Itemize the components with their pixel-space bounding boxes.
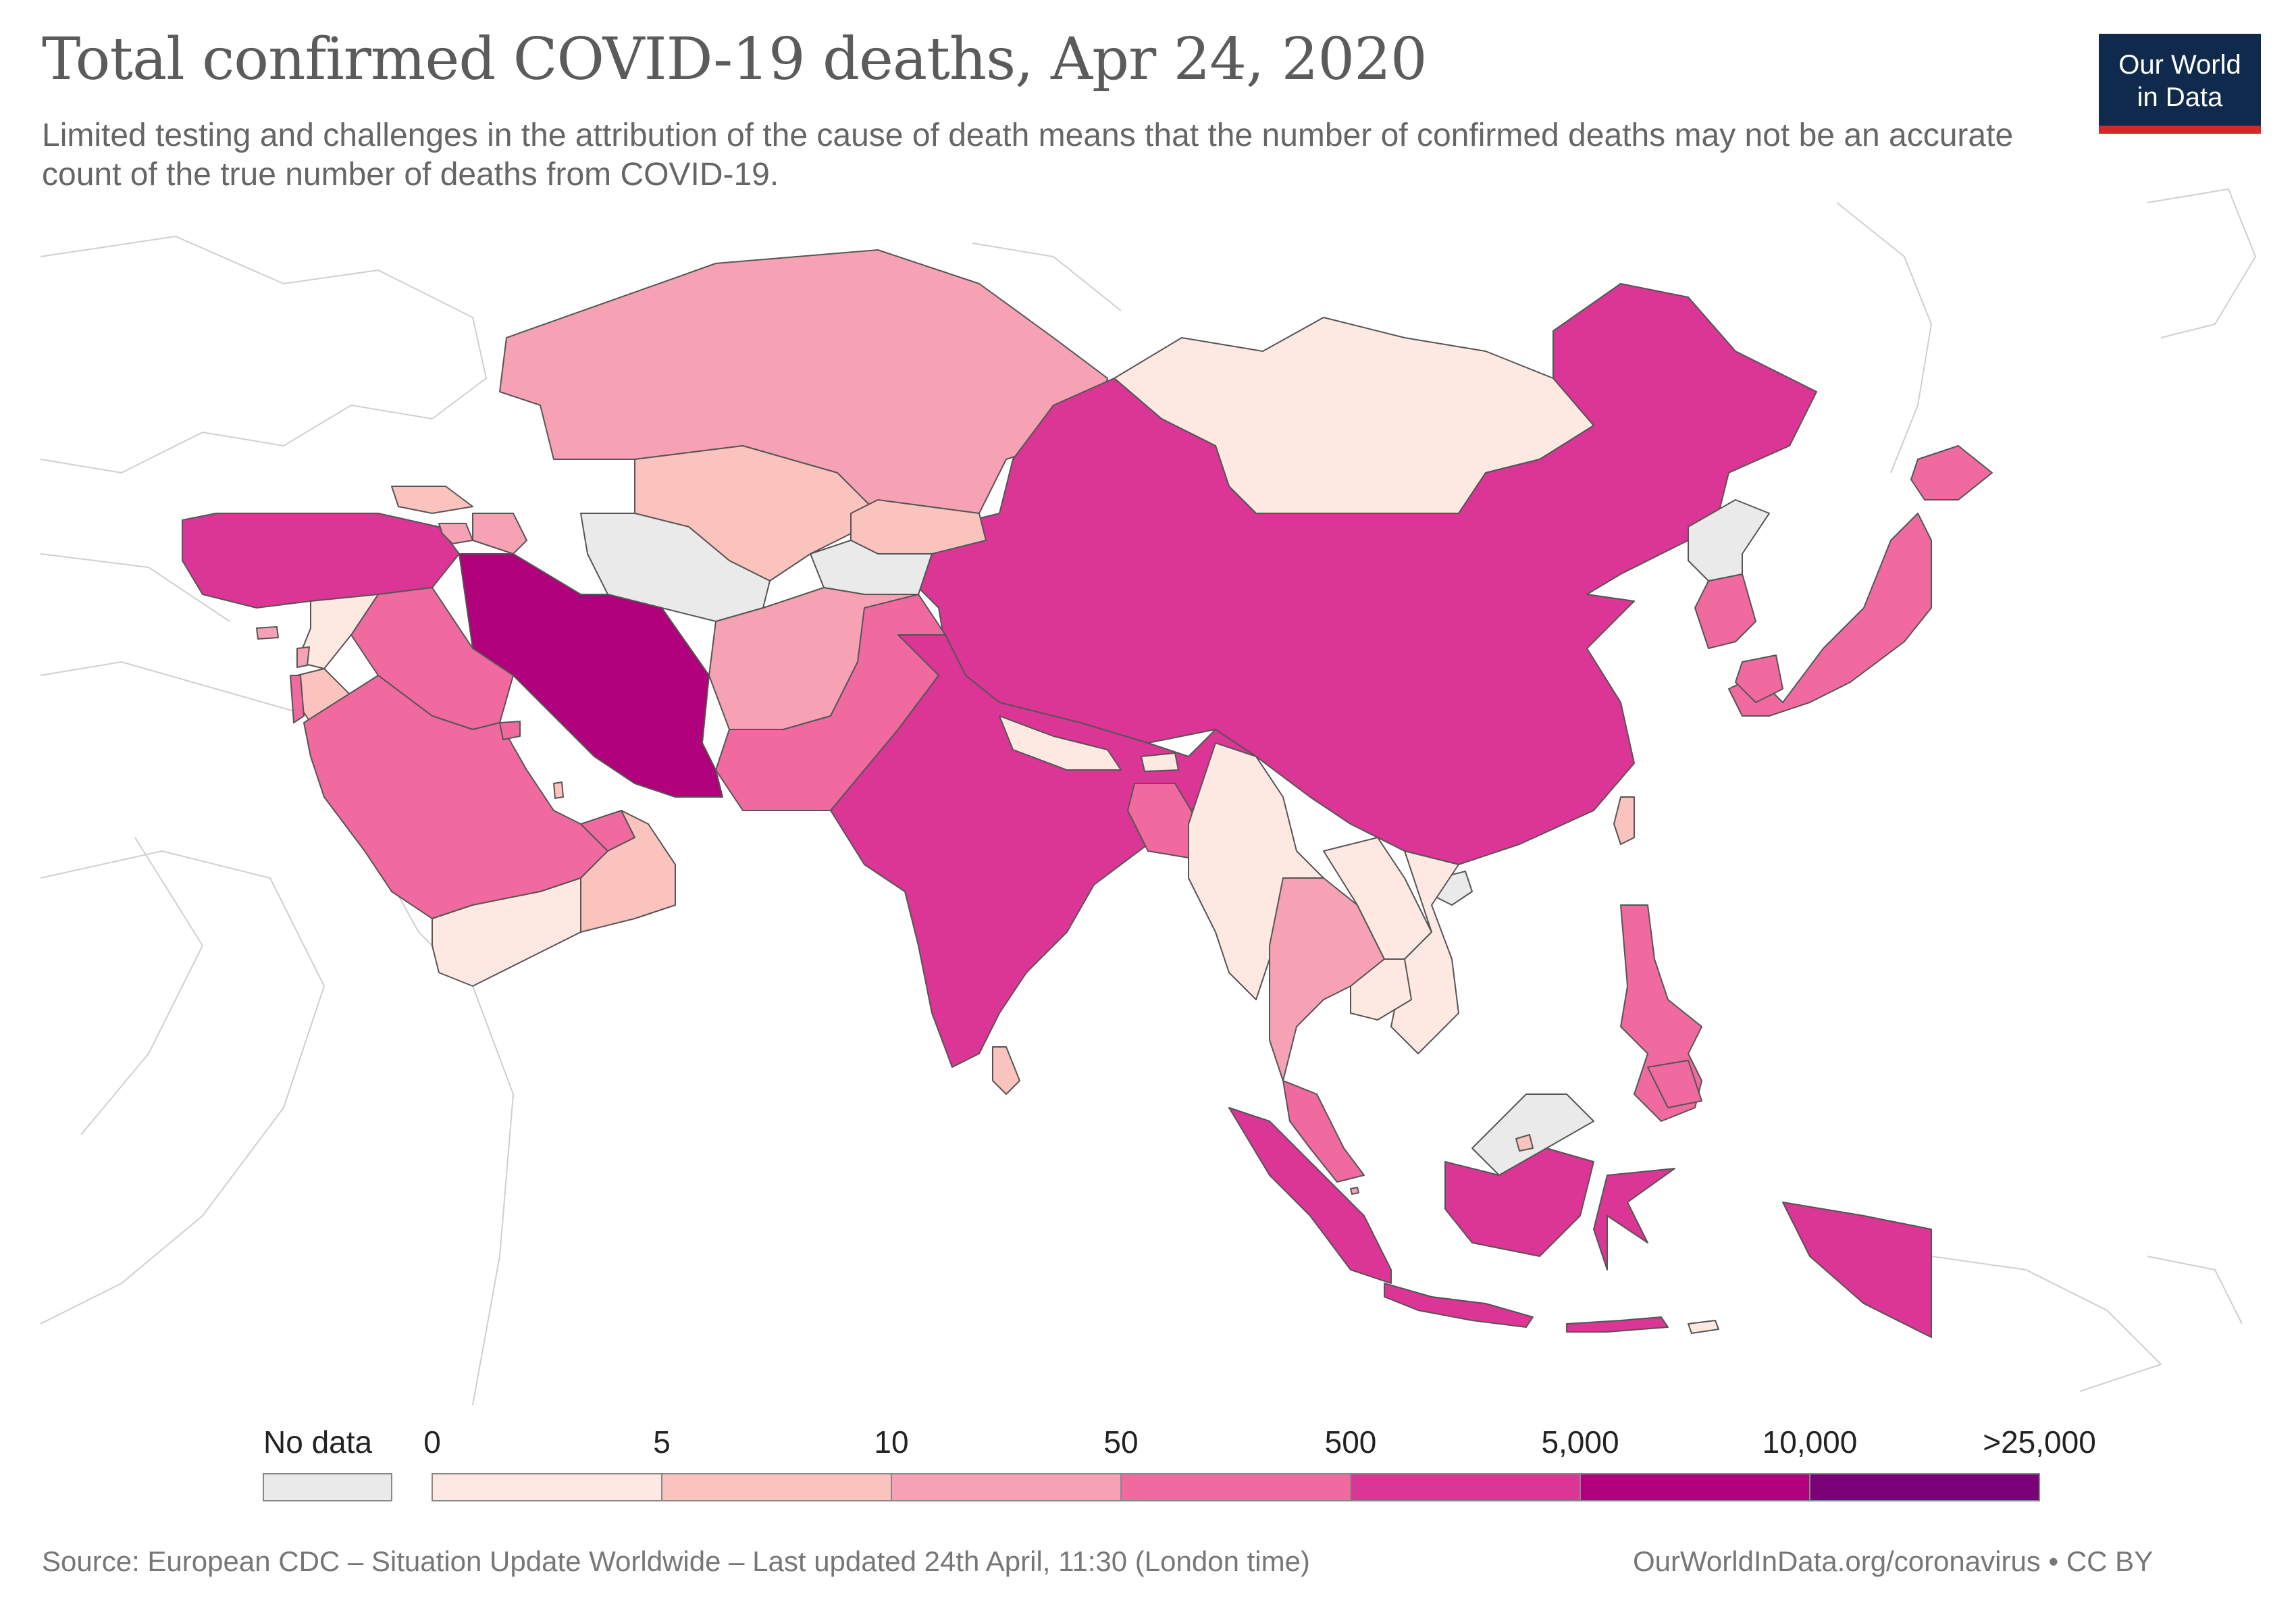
- region-nepal[interactable]: [999, 715, 1122, 771]
- legend-swatch-3[interactable]: [1120, 1473, 1351, 1501]
- legend-no-data-label: No data: [263, 1424, 373, 1460]
- legend-tick-label: 50: [1103, 1424, 1139, 1460]
- region-indonesia-papua[interactable]: [1782, 1202, 1932, 1338]
- region-azerbaijan[interactable]: [472, 513, 527, 555]
- owid-logo[interactable]: Our World in Data: [2099, 34, 2261, 134]
- region-israel[interactable]: [290, 675, 305, 723]
- region-armenia[interactable]: [438, 523, 473, 544]
- region-kuwait[interactable]: [499, 721, 521, 740]
- region-taiwan[interactable]: [1613, 796, 1635, 845]
- region-singapore[interactable]: [1350, 1187, 1359, 1195]
- legend-swatch-4[interactable]: [1350, 1473, 1581, 1501]
- legend-tick-label: 5,000: [1541, 1424, 1619, 1460]
- region-japan-hokkaido[interactable]: [1910, 445, 1993, 500]
- region-indonesia-lessersunda[interactable]: [1566, 1316, 1669, 1333]
- region-lebanon[interactable]: [296, 646, 310, 668]
- region-indonesia-sumatra[interactable]: [1228, 1107, 1392, 1284]
- source-note: Source: European CDC – Situation Update …: [42, 1545, 1310, 1577]
- region-oman[interactable]: [580, 810, 676, 933]
- region-indonesia-sulawesi[interactable]: [1593, 1168, 1675, 1270]
- region-japan-kyushu[interactable]: [1735, 654, 1783, 703]
- region-timor-leste[interactable]: [1688, 1320, 1719, 1334]
- legend: [432, 1473, 2040, 1501]
- legend-swatch-6[interactable]: [1809, 1473, 2040, 1501]
- region-qatar[interactable]: [553, 781, 564, 799]
- region-malaysia[interactable]: [1282, 1080, 1365, 1183]
- region-indonesia-borneo[interactable]: [1444, 1148, 1594, 1257]
- region-indonesia-java[interactable]: [1384, 1283, 1534, 1328]
- region-georgia[interactable]: [391, 486, 473, 514]
- legend-tick-label: 500: [1324, 1424, 1377, 1460]
- page-subtitle: Limited testing and challenges in the at…: [42, 118, 2014, 192]
- region-cyprus[interactable]: [256, 626, 279, 640]
- credit-link[interactable]: OurWorldInData.org/coronavirus • CC BY: [1633, 1545, 2154, 1577]
- region-vietnam[interactable]: [1390, 850, 1459, 1054]
- legend-tick-label: 0: [423, 1424, 441, 1460]
- region-sri-lanka[interactable]: [992, 1046, 1020, 1095]
- region-philippines-mindanao[interactable]: [1647, 1060, 1702, 1108]
- legend-tick-label: 10,000: [1762, 1424, 1858, 1460]
- region-brunei[interactable]: [1515, 1134, 1534, 1152]
- region-south-korea[interactable]: [1694, 573, 1756, 649]
- legend-tick-label: 5: [653, 1424, 671, 1460]
- region-iran[interactable]: [459, 553, 723, 798]
- region-cambodia[interactable]: [1350, 958, 1412, 1021]
- region-thailand[interactable]: [1269, 877, 1385, 1081]
- region-north-korea[interactable]: [1688, 499, 1770, 582]
- page-title: Total confirmed COVID-19 deaths, Apr 24,…: [42, 26, 1428, 93]
- legend-swatch-0[interactable]: [432, 1473, 662, 1501]
- legend-swatch-2[interactable]: [891, 1473, 1122, 1501]
- region-yemen[interactable]: [432, 877, 581, 987]
- legend-swatch-5[interactable]: [1580, 1473, 1810, 1501]
- logo-line-2: in Data: [2137, 82, 2223, 112]
- legend-no-data-swatch: [263, 1473, 392, 1501]
- region-bhutan[interactable]: [1141, 752, 1179, 772]
- region-india[interactable]: [830, 634, 1257, 1068]
- legend-tick-label: >25,000: [1983, 1424, 2096, 1460]
- logo-line-1: Our World: [2118, 50, 2241, 80]
- legend-swatch-1[interactable]: [661, 1473, 892, 1501]
- legend-tick-label: 10: [874, 1424, 909, 1460]
